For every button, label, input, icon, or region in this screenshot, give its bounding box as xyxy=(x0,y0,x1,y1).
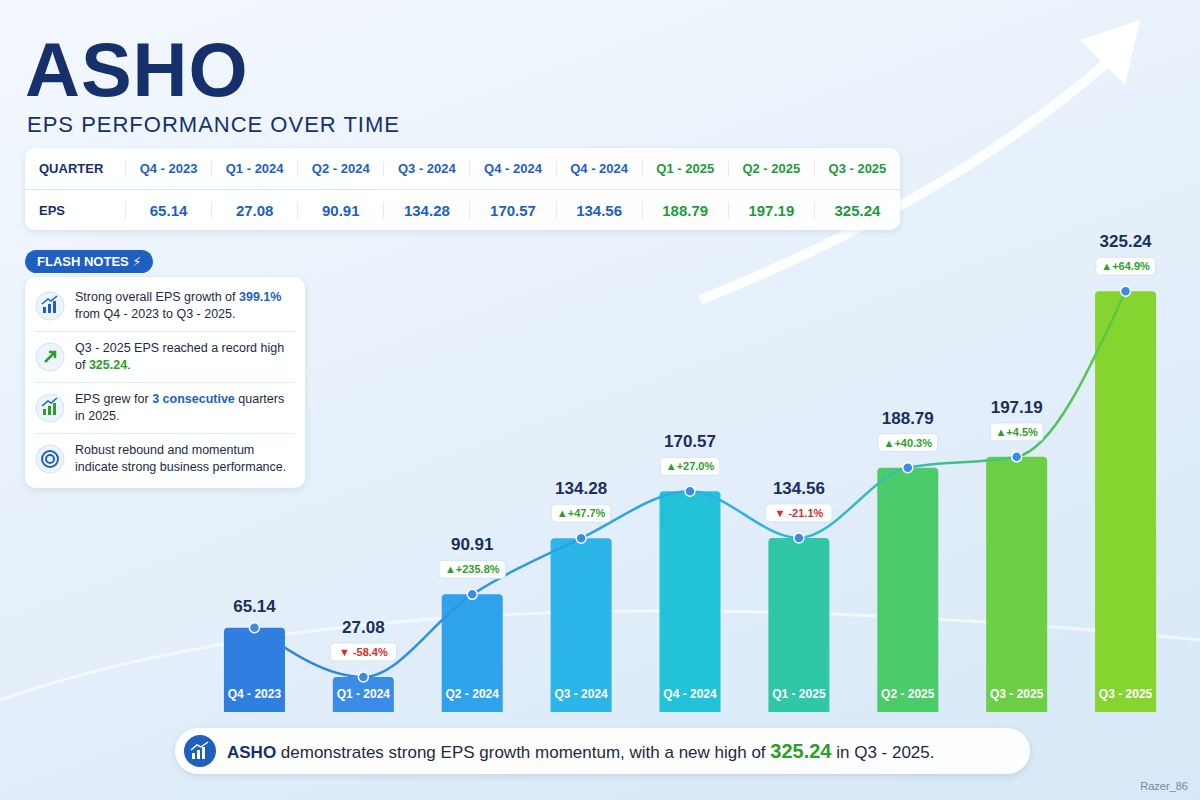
svg-text:27.08: 27.08 xyxy=(342,618,385,637)
html-text:EPS PERFORMANCE OVER TIME: EPS PERFORMANCE OVER TIME xyxy=(27,112,400,137)
svg-text:▲+40.3%: ▲+40.3% xyxy=(884,437,933,449)
svg-text:170.57: 170.57 xyxy=(664,432,716,451)
svg-text:Q3 - 2024: Q3 - 2024 xyxy=(554,687,608,701)
svg-text:197.19: 197.19 xyxy=(991,398,1043,417)
html-text:Q2 - 2025: Q2 - 2025 xyxy=(742,161,801,176)
html-text:ASHO: ASHO xyxy=(25,27,249,112)
html-text:Razer_86: Razer_86 xyxy=(1140,780,1188,792)
svg-text:Q2 - 2024: Q2 - 2024 xyxy=(446,687,500,701)
svg-text:▲+4.5%: ▲+4.5% xyxy=(995,426,1038,438)
html-text:EPS: EPS xyxy=(39,203,65,218)
html-text:134.56: 134.56 xyxy=(576,202,622,219)
html-text:Q3 - 2025 EPS reached a record: Q3 - 2025 EPS reached a record high of 3… xyxy=(75,341,285,372)
svg-text:▼ -58.4%: ▼ -58.4% xyxy=(339,646,388,658)
html-text:QUARTER: QUARTER xyxy=(39,161,104,176)
svg-text:Q2 - 2025: Q2 - 2025 xyxy=(881,687,935,701)
svg-text:134.56: 134.56 xyxy=(773,479,825,498)
html-text:Q1 - 2024: Q1 - 2024 xyxy=(225,161,284,176)
html-text:Q4 - 2024: Q4 - 2024 xyxy=(570,161,628,176)
html-text:325.24: 325.24 xyxy=(834,202,881,219)
svg-text:325.24: 325.24 xyxy=(1100,232,1153,251)
html-text:Q3 - 2024: Q3 - 2024 xyxy=(398,161,456,176)
html-text:134.28: 134.28 xyxy=(403,202,450,219)
html-text:Strong overall EPS growth of 3: Strong overall EPS growth of 399.1% xyxy=(75,290,282,304)
html-text:170.57: 170.57 xyxy=(490,202,536,219)
html-text:from Q4 - 2023 to Q3 - 2025.: from Q4 - 2023 to Q3 - 2025. xyxy=(75,307,236,321)
svg-text:90.91: 90.91 xyxy=(451,535,494,554)
html-text:Q2 - 2024: Q2 - 2024 xyxy=(311,161,370,176)
svg-text:Q4 - 2024: Q4 - 2024 xyxy=(663,687,717,701)
html-text:ASHO demonstrates strong EPS g: ASHO demonstrates strong EPS growth mome… xyxy=(227,739,935,762)
html-text:65.14: 65.14 xyxy=(149,202,188,219)
svg-text:▲+47.7%: ▲+47.7% xyxy=(557,507,606,519)
svg-text:▲+27.0%: ▲+27.0% xyxy=(666,460,715,472)
html-text:Q3 - 2025: Q3 - 2025 xyxy=(828,161,887,176)
svg-text:▲+64.9%: ▲+64.9% xyxy=(1101,260,1150,272)
svg-text:Q1 - 2025: Q1 - 2025 xyxy=(772,687,826,701)
svg-text:▼ -21.1%: ▼ -21.1% xyxy=(775,507,824,519)
html-text:EPS grew for 3 consecutive qua: EPS grew for 3 consecutive quarters in 2… xyxy=(75,392,285,423)
svg-text:65.14: 65.14 xyxy=(233,597,276,616)
html-text:Q4 - 2023: Q4 - 2023 xyxy=(139,161,198,176)
svg-text:▲+235.8%: ▲+235.8% xyxy=(445,563,500,575)
html-text:Q4 - 2024: Q4 - 2024 xyxy=(484,161,542,176)
html-text:197.19: 197.19 xyxy=(748,202,795,219)
svg-text:134.28: 134.28 xyxy=(555,479,607,498)
svg-text:Q3 - 2025: Q3 - 2025 xyxy=(990,687,1044,701)
svg-text:Q4 - 2023: Q4 - 2023 xyxy=(228,687,282,701)
html-text:188.79: 188.79 xyxy=(662,202,709,219)
html-text:Robust rebound and momentum in: Robust rebound and momentum indicate str… xyxy=(75,443,287,474)
html-text:Q1 - 2025: Q1 - 2025 xyxy=(656,161,715,176)
html-text:27.08: 27.08 xyxy=(235,202,274,219)
html-text:90.91: 90.91 xyxy=(322,202,360,219)
svg-text:Q3 - 2025: Q3 - 2025 xyxy=(1099,687,1153,701)
svg-text:Q1 - 2024: Q1 - 2024 xyxy=(337,687,391,701)
svg-text:188.79: 188.79 xyxy=(882,409,934,428)
html-text:FLASH NOTES ⚡: FLASH NOTES ⚡ xyxy=(37,254,142,269)
